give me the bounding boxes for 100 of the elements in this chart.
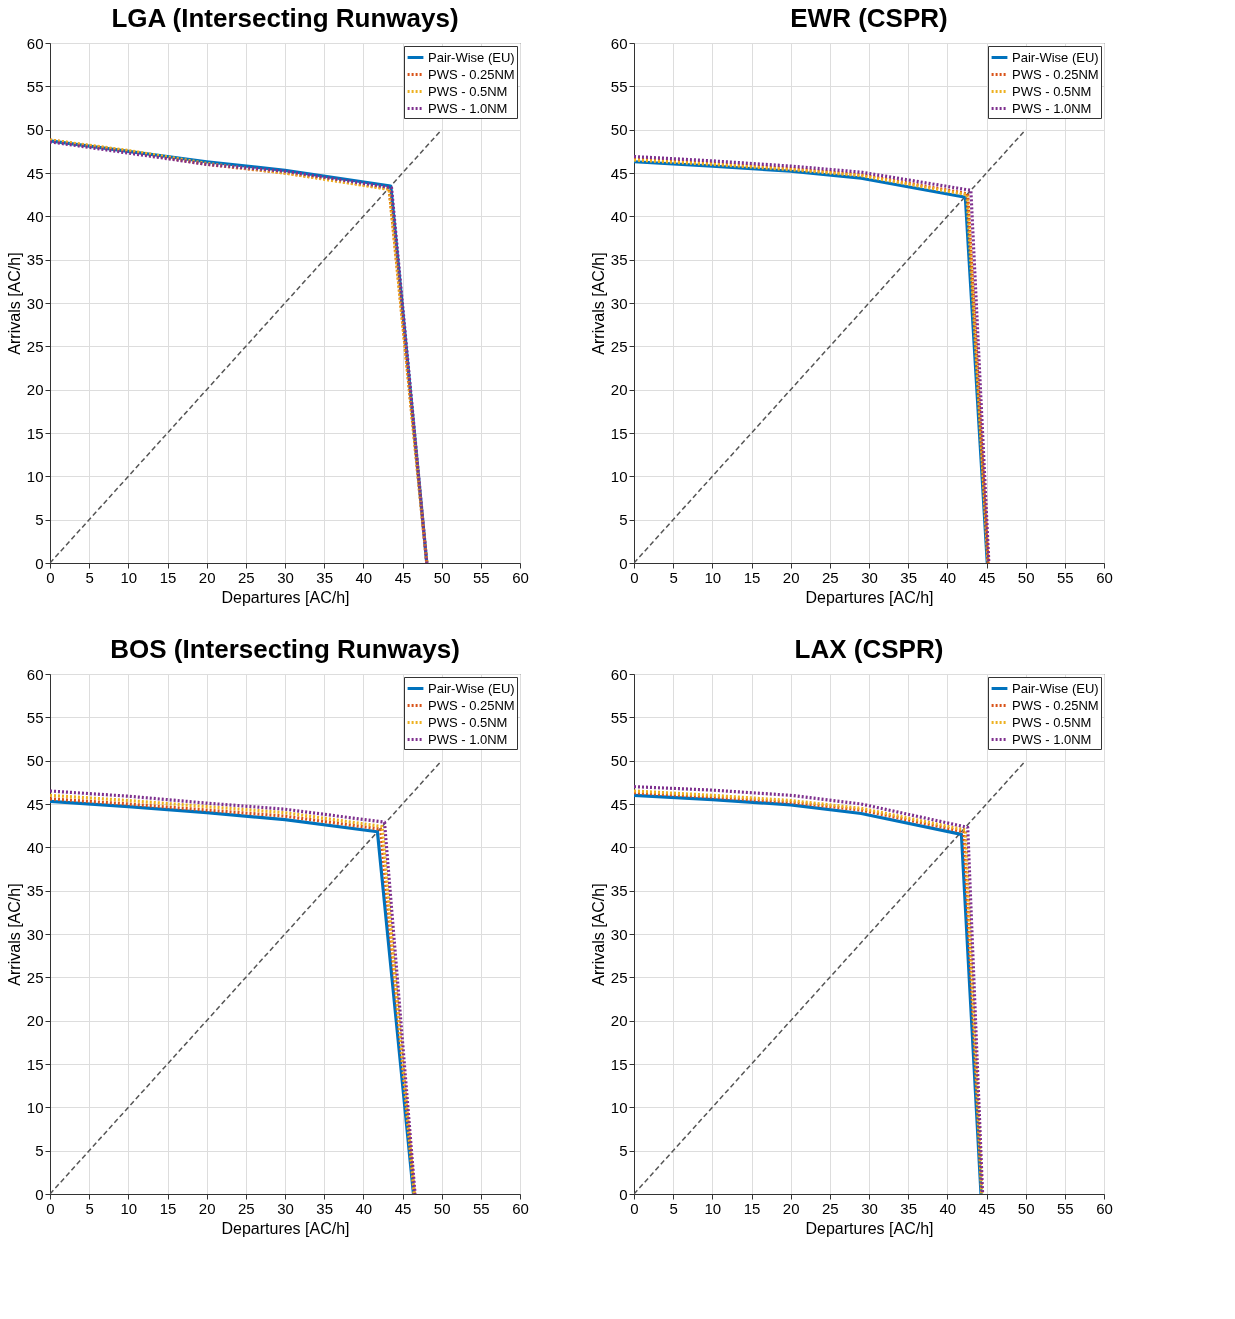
x-tick-label: 30 bbox=[277, 1199, 294, 1217]
chart-title: LAX (CSPR) bbox=[794, 634, 944, 664]
y-tick-label: 25 bbox=[26, 337, 44, 355]
y-tick-label: 25 bbox=[610, 968, 628, 986]
y-axis-title: Arrivals [AC/h] bbox=[589, 252, 607, 355]
y-tick-label: 55 bbox=[26, 708, 44, 726]
x-tick-label: 35 bbox=[900, 1199, 918, 1217]
x-tick-label: 45 bbox=[394, 568, 412, 586]
legend-label: PWS - 1.0NM bbox=[1012, 731, 1092, 747]
x-tick-label: 15 bbox=[159, 568, 177, 586]
x-tick-label: 15 bbox=[743, 568, 761, 586]
x-tick-label: 10 bbox=[704, 1199, 722, 1217]
x-tick-label: 10 bbox=[704, 568, 722, 586]
x-tick-label: 5 bbox=[669, 1199, 678, 1217]
legend-label: PWS - 1.0NM bbox=[428, 731, 508, 747]
y-tick-label: 25 bbox=[610, 337, 628, 355]
x-tick-label: 40 bbox=[939, 1199, 957, 1217]
y-tick-label: 55 bbox=[610, 708, 628, 726]
y-tick-label: 40 bbox=[610, 838, 628, 856]
x-tick-label: 20 bbox=[198, 568, 216, 586]
legend-label: PWS - 0.25NM bbox=[1012, 66, 1099, 82]
x-tick-label: 10 bbox=[120, 1199, 138, 1217]
y-tick-label: 0 bbox=[619, 1185, 628, 1203]
y-tick-label: 50 bbox=[26, 121, 44, 139]
legend-label: PWS - 0.5NM bbox=[1012, 714, 1092, 730]
y-tick-label: 45 bbox=[26, 164, 44, 182]
x-tick-label: 35 bbox=[316, 1199, 334, 1217]
y-tick-label: 20 bbox=[26, 1012, 44, 1030]
x-tick-label: 20 bbox=[782, 1199, 800, 1217]
x-tick-label: 40 bbox=[939, 568, 957, 586]
x-tick-label: 5 bbox=[669, 568, 678, 586]
x-tick-label: 50 bbox=[1017, 568, 1035, 586]
x-tick-label: 15 bbox=[159, 1199, 177, 1217]
y-tick-label: 55 bbox=[610, 77, 628, 95]
x-tick-label: 55 bbox=[472, 1199, 490, 1217]
x-tick-label: 20 bbox=[198, 1199, 216, 1217]
y-tick-label: 0 bbox=[35, 1185, 44, 1203]
y-tick-label: 25 bbox=[26, 968, 44, 986]
x-tick-label: 50 bbox=[1017, 1199, 1035, 1217]
legend-label: PWS - 0.5NM bbox=[428, 714, 508, 730]
x-tick-label: 40 bbox=[355, 1199, 373, 1217]
x-tick-label: 25 bbox=[237, 1199, 255, 1217]
x-tick-label: 25 bbox=[237, 568, 255, 586]
legend-label: PWS - 1.0NM bbox=[428, 100, 508, 116]
legend-label: Pair-Wise (EU) bbox=[1012, 49, 1099, 65]
x-tick-label: 25 bbox=[821, 568, 839, 586]
y-tick-label: 15 bbox=[26, 1055, 44, 1073]
x-tick-label: 30 bbox=[861, 1199, 878, 1217]
y-tick-label: 20 bbox=[610, 1012, 628, 1030]
chart-title: EWR (CSPR) bbox=[790, 3, 948, 33]
y-tick-label: 20 bbox=[26, 381, 44, 399]
y-tick-label: 15 bbox=[26, 424, 44, 442]
x-tick-label: 60 bbox=[512, 1199, 529, 1217]
y-tick-label: 10 bbox=[26, 1098, 44, 1116]
y-tick-label: 15 bbox=[610, 424, 628, 442]
x-tick-label: 0 bbox=[46, 1199, 55, 1217]
y-tick-label: 30 bbox=[26, 294, 44, 312]
y-tick-label: 10 bbox=[26, 467, 44, 485]
x-axis-title: Departures [AC/h] bbox=[221, 1219, 350, 1237]
legend-label: Pair-Wise (EU) bbox=[428, 680, 515, 696]
x-axis-title: Departures [AC/h] bbox=[805, 588, 934, 606]
x-tick-label: 35 bbox=[316, 568, 334, 586]
y-tick-label: 60 bbox=[610, 665, 628, 683]
chart-title: BOS (Intersecting Runways) bbox=[110, 634, 460, 664]
y-tick-label: 45 bbox=[26, 795, 44, 813]
y-tick-label: 10 bbox=[610, 1098, 628, 1116]
y-tick-label: 30 bbox=[610, 294, 628, 312]
y-axis-title: Arrivals [AC/h] bbox=[5, 883, 23, 986]
y-tick-label: 5 bbox=[35, 511, 44, 529]
y-tick-label: 15 bbox=[610, 1055, 628, 1073]
y-tick-label: 50 bbox=[26, 752, 44, 770]
x-tick-label: 60 bbox=[1096, 1199, 1113, 1217]
y-tick-label: 30 bbox=[610, 925, 628, 943]
y-axis-title: Arrivals [AC/h] bbox=[589, 883, 607, 986]
legend-label: PWS - 0.25NM bbox=[428, 697, 515, 713]
x-tick-label: 20 bbox=[782, 568, 800, 586]
x-axis-title: Departures [AC/h] bbox=[805, 1219, 934, 1237]
legend-label: PWS - 1.0NM bbox=[1012, 100, 1092, 116]
x-tick-label: 0 bbox=[630, 1199, 639, 1217]
x-tick-label: 50 bbox=[433, 568, 451, 586]
y-tick-label: 50 bbox=[610, 121, 628, 139]
legend-label: PWS - 0.5NM bbox=[1012, 83, 1092, 99]
x-tick-label: 25 bbox=[821, 1199, 839, 1217]
y-tick-label: 55 bbox=[26, 77, 44, 95]
y-tick-label: 35 bbox=[26, 251, 44, 269]
x-tick-label: 10 bbox=[120, 568, 138, 586]
y-tick-label: 40 bbox=[26, 207, 44, 225]
y-tick-label: 0 bbox=[35, 554, 44, 572]
y-tick-label: 0 bbox=[619, 554, 628, 572]
x-tick-label: 0 bbox=[46, 568, 55, 586]
x-tick-label: 5 bbox=[85, 1199, 94, 1217]
x-tick-label: 60 bbox=[512, 568, 529, 586]
x-tick-label: 55 bbox=[1056, 568, 1074, 586]
y-tick-label: 20 bbox=[610, 381, 628, 399]
y-axis-title: Arrivals [AC/h] bbox=[5, 252, 23, 355]
x-tick-label: 55 bbox=[1056, 1199, 1074, 1217]
y-tick-label: 60 bbox=[26, 34, 44, 52]
x-tick-label: 45 bbox=[978, 568, 996, 586]
y-tick-label: 35 bbox=[26, 882, 44, 900]
y-tick-label: 45 bbox=[610, 164, 628, 182]
